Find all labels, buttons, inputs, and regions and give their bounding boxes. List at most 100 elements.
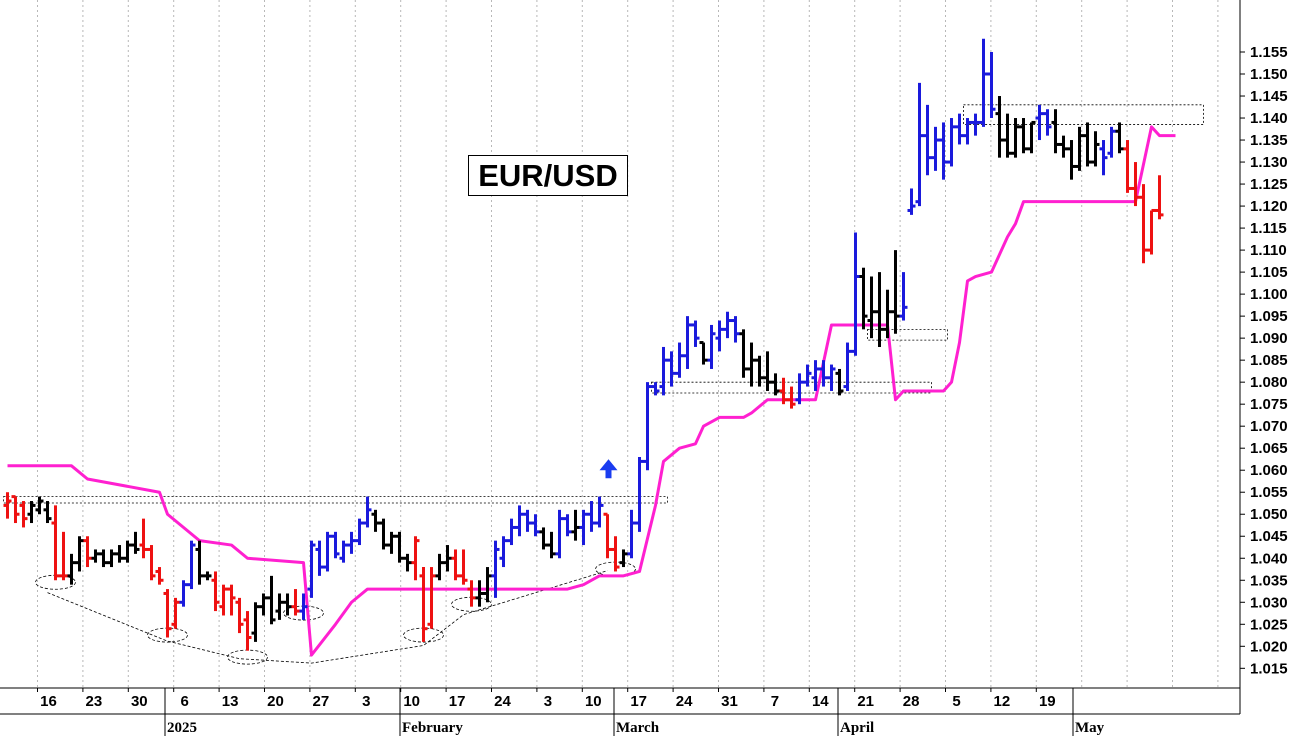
price-bar (331, 531, 340, 559)
price-bar (355, 518, 364, 546)
price-bar (35, 496, 44, 515)
price-bar (1083, 122, 1092, 167)
y-tick-label: 1.150 (1250, 66, 1288, 83)
price-bar (835, 368, 844, 396)
price-bar (899, 272, 908, 321)
price-bar (467, 580, 476, 607)
price-bar (771, 373, 780, 396)
price-bar (715, 320, 724, 352)
price-bar (1147, 208, 1156, 255)
price-bar (291, 589, 300, 616)
price-bar (419, 567, 428, 642)
price-bar (683, 316, 692, 369)
x-tick-label: 17 (449, 693, 466, 710)
resistance-box (867, 328, 948, 341)
price-bar (123, 540, 132, 563)
price-bar (227, 584, 236, 616)
x-tick-label: 31 (721, 693, 738, 710)
price-bar (1035, 104, 1044, 141)
x-tick-label: 6 (181, 693, 189, 710)
y-tick-label: 1.100 (1250, 286, 1288, 303)
x-tick-label: 21 (857, 693, 874, 710)
price-bar (627, 509, 636, 559)
price-bar (587, 501, 596, 532)
price-bar (83, 536, 92, 568)
y-tick-label: 1.155 (1250, 44, 1288, 61)
price-bar (907, 188, 916, 215)
y-tick-label: 1.015 (1250, 660, 1288, 677)
price-bar (555, 509, 564, 559)
price-bar (411, 536, 420, 581)
y-tick-label: 1.120 (1250, 198, 1288, 215)
y-tick-label: 1.110 (1250, 242, 1287, 259)
price-bar (1019, 118, 1028, 154)
price-bar (643, 382, 652, 471)
price-bar (1051, 109, 1060, 154)
price-bar (851, 232, 860, 356)
price-bar (275, 593, 284, 620)
y-tick-label: 1.135 (1250, 132, 1288, 149)
price-bar (27, 501, 36, 524)
price-bar (363, 496, 372, 528)
y-tick-label: 1.090 (1250, 330, 1288, 347)
price-bar (531, 514, 540, 537)
price-bar (339, 540, 348, 563)
y-tick-label: 1.025 (1250, 616, 1288, 633)
price-bar (963, 118, 972, 145)
y-tick-label: 1.070 (1250, 418, 1288, 435)
month-label: April (840, 720, 874, 736)
price-bar (195, 540, 204, 585)
price-bar (659, 346, 668, 396)
low-ellipses (35, 561, 636, 665)
price-bar (459, 549, 468, 585)
price-bar (491, 540, 500, 598)
stop-line-path (7, 125, 1176, 657)
price-bar (859, 267, 868, 330)
price-bar (451, 549, 460, 581)
price-bar (603, 512, 612, 559)
price-bar (795, 373, 804, 405)
price-bar (803, 364, 812, 387)
price-bar (59, 531, 68, 581)
y-tick-label: 1.145 (1250, 88, 1288, 105)
price-bar (843, 342, 852, 391)
price-bar (171, 597, 180, 629)
x-tick-label: 16 (40, 693, 57, 710)
price-bar (515, 505, 524, 537)
price-bar (675, 342, 684, 378)
price-bar (283, 593, 292, 616)
price-bar (1107, 126, 1116, 158)
price-bar (611, 536, 620, 572)
x-tick-label: 23 (86, 693, 103, 710)
price-bar (651, 382, 660, 396)
price-bar (1115, 122, 1124, 154)
y-tick-label: 1.055 (1250, 484, 1288, 501)
price-bar (1123, 140, 1132, 193)
price-bar (483, 567, 492, 603)
price-bar (923, 104, 932, 176)
price-bar (115, 545, 124, 563)
x-tick-label: 7 (771, 693, 779, 710)
x-tick-label: 24 (676, 693, 693, 710)
price-bar (1059, 135, 1068, 158)
month-label: February (402, 720, 463, 736)
price-bar (779, 377, 788, 405)
price-bar (243, 611, 252, 651)
price-bar (387, 531, 396, 554)
y-tick-label: 1.060 (1250, 462, 1288, 479)
price-bar (955, 113, 964, 145)
price-bar (763, 351, 772, 391)
price-bar (1139, 184, 1148, 264)
x-tick-label: 3 (362, 693, 370, 710)
price-bar (827, 364, 836, 391)
price-bar (971, 113, 980, 136)
price-bar (979, 38, 988, 127)
price-bar (875, 272, 884, 347)
price-bar (707, 324, 716, 369)
price-bar (435, 553, 444, 581)
x-tick-label: 24 (494, 693, 511, 710)
price-bar (595, 496, 604, 528)
price-bar (539, 527, 548, 550)
